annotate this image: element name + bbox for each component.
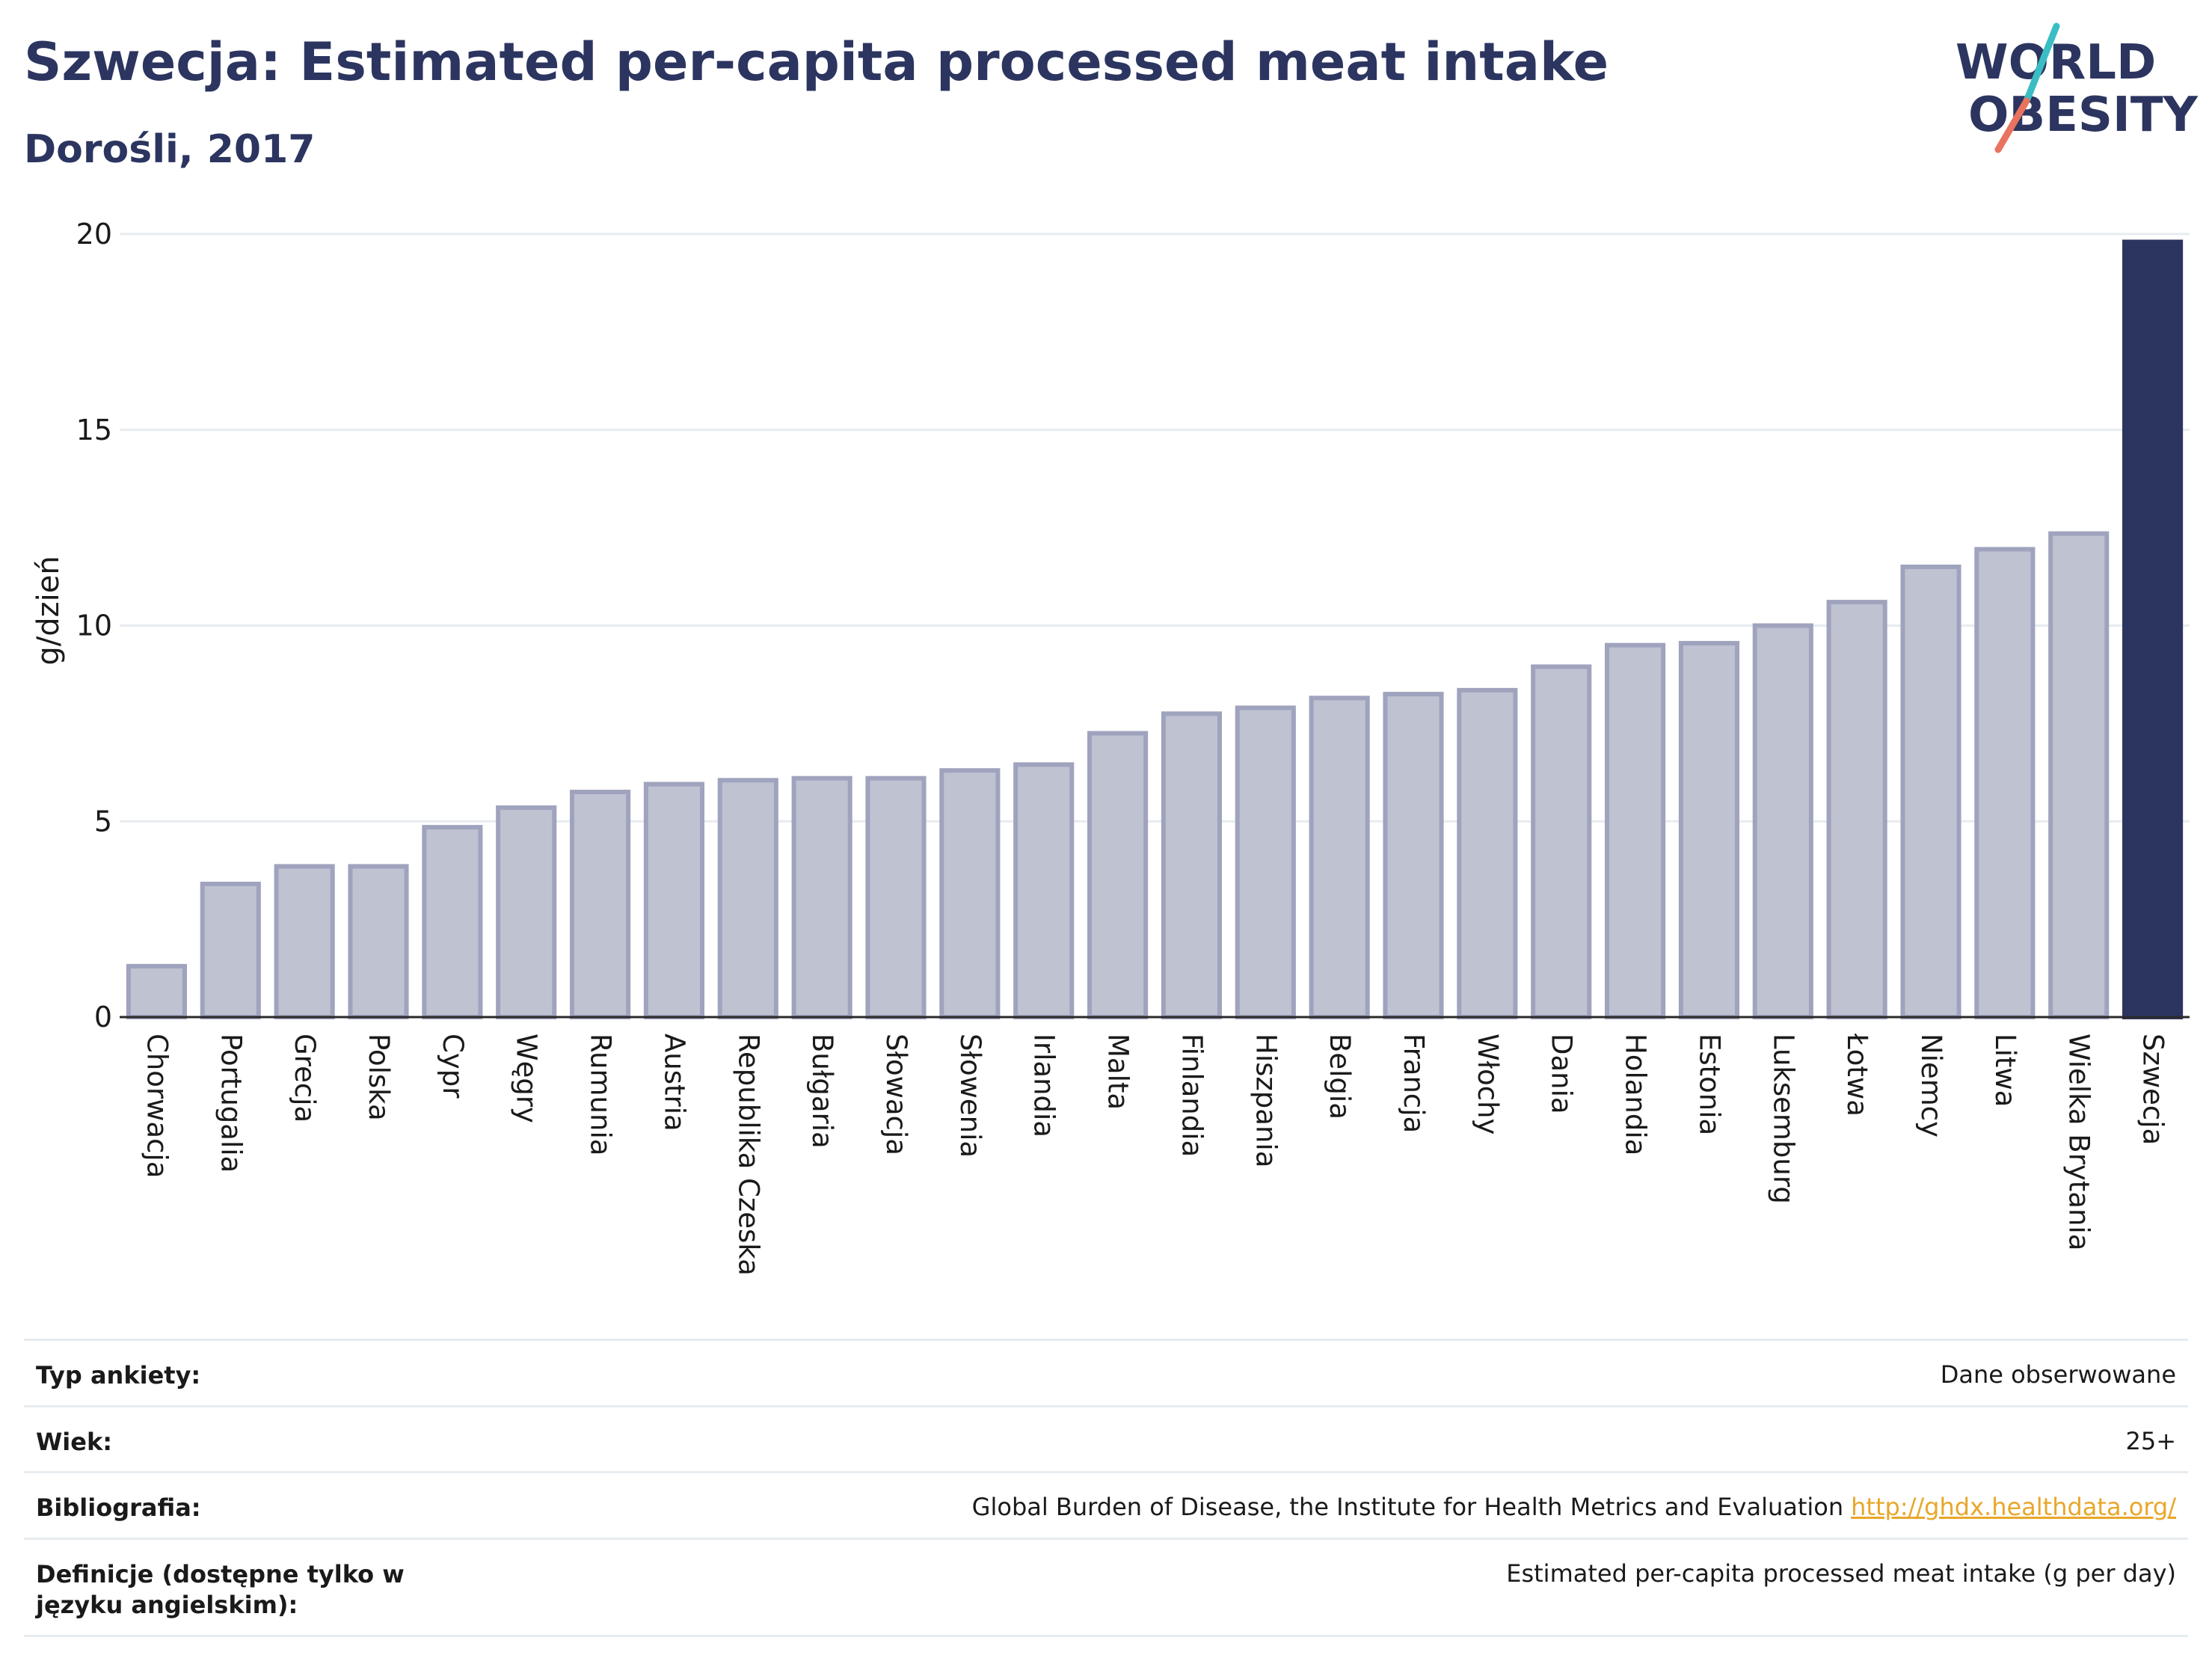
category-label: Portugalia: [215, 1034, 247, 1173]
bar-łotwa: [1826, 600, 1887, 1019]
info-key: Wiek:: [36, 1427, 113, 1456]
bar-litwa: [1974, 547, 2036, 1019]
y-tick-label: 5: [94, 805, 112, 838]
logo-slash-teal: [2023, 22, 2060, 105]
info-value: 25+: [2125, 1426, 2176, 1455]
info-value-wrap: Global Burden of Disease, the Institute …: [972, 1493, 2176, 1521]
bar-bułgaria: [791, 776, 852, 1020]
y-tick-label: 15: [76, 414, 112, 446]
source-link[interactable]: http://ghdx.healthdata.org/: [1851, 1493, 2176, 1522]
category-label: Luksemburg: [1767, 1034, 1799, 1204]
category-label: Niemcy: [1915, 1034, 1947, 1137]
info-key: Typ ankiety:: [36, 1361, 201, 1390]
logo-line1: WORLD: [1956, 35, 2156, 90]
category-label: Grecja: [289, 1034, 321, 1123]
y-tick-label: 20: [76, 218, 112, 251]
info-value: Estimated per-capita processed meat inta…: [1506, 1559, 2176, 1588]
category-label: Węgry: [511, 1034, 543, 1123]
info-row-definitions: Definicje (dostępne tylko w języku angie…: [24, 1537, 2188, 1637]
bar-wielka-brytania: [2048, 531, 2110, 1019]
category-label: Bułgaria: [806, 1034, 838, 1149]
bar-cypr: [422, 825, 483, 1020]
info-value: Dane obserwowane: [1940, 1360, 2176, 1389]
chart-subtitle: Dorośli, 2017: [24, 127, 316, 172]
y-tick-label: 10: [76, 610, 112, 642]
category-label: Francja: [1398, 1034, 1430, 1133]
info-key: Definicje (dostępne tylko w języku angie…: [36, 1559, 405, 1620]
bar-szwecja: [2122, 239, 2184, 1020]
bar-dania: [1531, 664, 1592, 1020]
category-label: Włochy: [1472, 1034, 1504, 1134]
bar-austria: [643, 782, 704, 1019]
category-label: Finlandia: [1176, 1034, 1208, 1157]
bar-hiszpania: [1235, 705, 1296, 1019]
bar-layer: [126, 239, 2184, 1020]
chart-title: Szwecja: Estimated per-capita processed …: [24, 31, 1609, 93]
bar-holandia: [1605, 642, 1666, 1019]
info-row-age: Wiek: 25+: [24, 1404, 2188, 1472]
category-label: Chorwacja: [141, 1034, 173, 1178]
info-table: Typ ankiety: Dane obserwowane Wiek: 25+ …: [24, 1339, 2188, 1637]
bar-republika-czeska: [717, 778, 778, 1019]
category-label: Malta: [1102, 1034, 1134, 1110]
category-label: Polska: [363, 1034, 395, 1121]
category-label: Irlandia: [1028, 1034, 1060, 1137]
bar-francja: [1383, 692, 1444, 1019]
y-axis-title: g/dzień: [31, 556, 66, 665]
info-key: Bibliografia:: [36, 1493, 201, 1523]
category-label: Estonia: [1693, 1034, 1725, 1135]
category-label: Dania: [1546, 1034, 1578, 1114]
category-label: Litwa: [1989, 1034, 2021, 1107]
bar-słowenia: [939, 768, 1001, 1019]
bar-irlandia: [1013, 762, 1075, 1020]
bar-malta: [1087, 731, 1149, 1020]
category-label: Szwecja: [2137, 1034, 2169, 1145]
category-label: Holandia: [1620, 1034, 1652, 1155]
bar-chart: 0 5 10 15 20 g/dzień Chorwacja Portugalia Grecj…: [31, 218, 2190, 1276]
y-tick-label: 0: [94, 1001, 112, 1034]
logo-slash-coral: [1994, 97, 2030, 153]
category-label: Belgia: [1324, 1034, 1356, 1120]
bar-portugalia: [200, 882, 261, 1020]
bar-rumunia: [570, 789, 631, 1020]
category-label: Słowacja: [880, 1034, 912, 1155]
category-label: Łotwa: [1841, 1033, 1873, 1117]
axis-layer: 0 5 10 15 20 g/dzień: [31, 218, 2190, 1034]
category-label: Republika Czeska: [732, 1034, 764, 1276]
bar-polska: [348, 864, 409, 1020]
category-label: Cypr: [437, 1034, 469, 1099]
bar-słowacja: [865, 776, 927, 1020]
info-row-bibliography: Bibliografia: Global Burden of Disease, …: [24, 1471, 2188, 1538]
bar-włochy: [1457, 687, 1518, 1019]
bar-finlandia: [1161, 711, 1222, 1019]
category-label: Austria: [658, 1034, 690, 1132]
category-label: Rumunia: [585, 1034, 617, 1155]
bar-grecja: [274, 864, 335, 1020]
info-row-survey-type: Typ ankiety: Dane obserwowane: [24, 1339, 2188, 1405]
bar-estonia: [1678, 641, 1739, 1019]
bar-niemcy: [1900, 564, 1961, 1019]
world-obesity-logo: WORLD OBESITY: [1956, 22, 2198, 153]
bar-luksemburg: [1752, 623, 1813, 1019]
bar-chorwacja: [126, 963, 187, 1019]
bar-węgry: [496, 805, 557, 1019]
bar-belgia: [1309, 696, 1370, 1019]
category-label: Wielka Brytania: [2063, 1034, 2095, 1250]
category-label: Hiszpania: [1250, 1034, 1282, 1167]
category-label-layer: Chorwacja Portugalia Grecja Polska Cypr Węgry…: [141, 1033, 2169, 1276]
category-label: Słowenia: [954, 1034, 986, 1158]
info-value: Global Burden of Disease, the Institute …: [971, 1493, 1844, 1522]
